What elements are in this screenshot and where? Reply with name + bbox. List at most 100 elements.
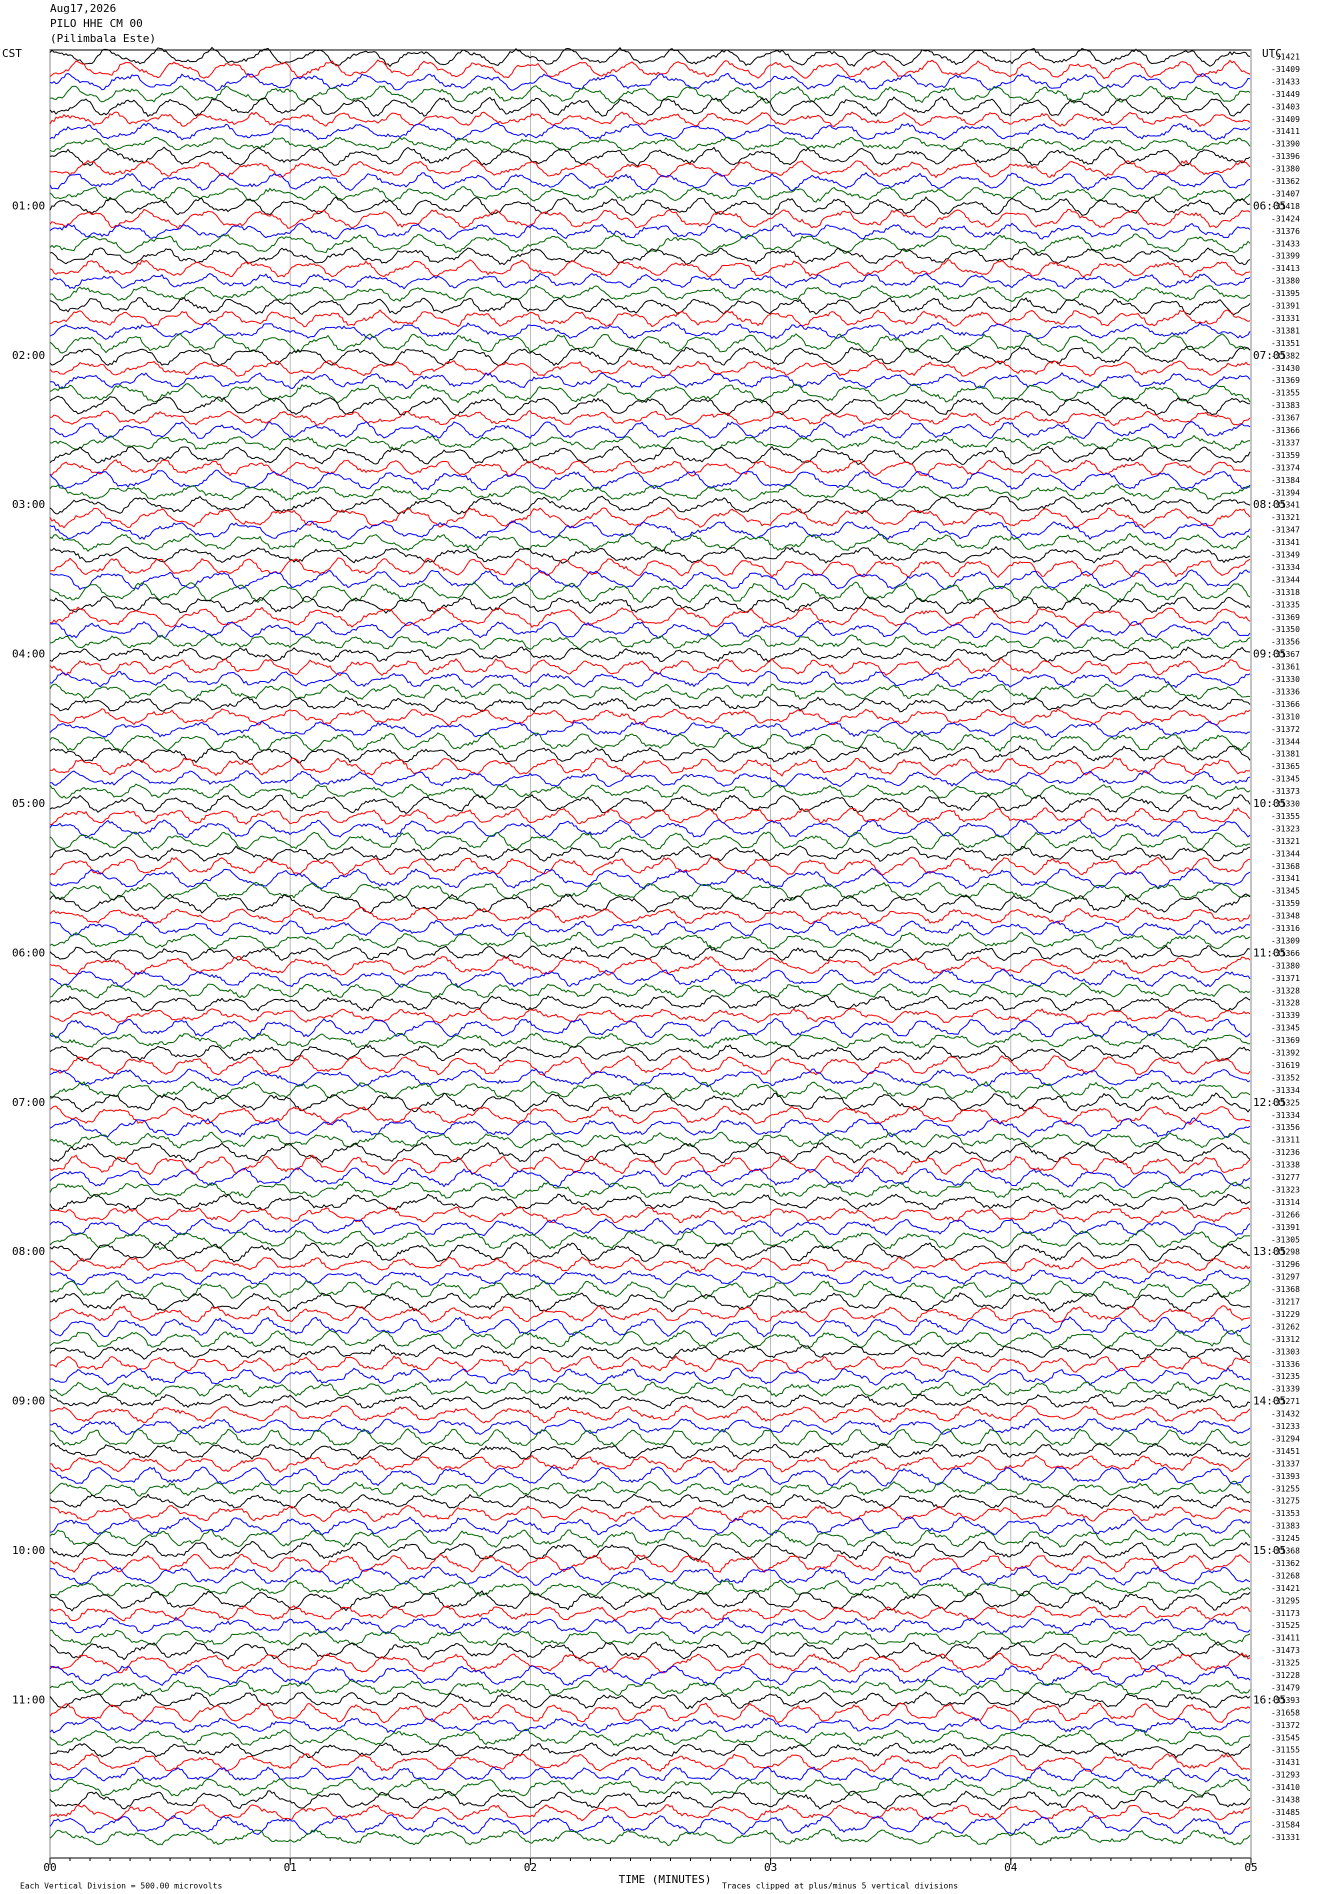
trace-offset: -31328 xyxy=(1271,999,1300,1008)
trace xyxy=(49,272,1251,290)
trace-offset: -31235 xyxy=(1271,1372,1300,1381)
trace xyxy=(49,309,1251,328)
trace xyxy=(49,757,1251,777)
right-hour-label: 11:05 xyxy=(1253,946,1286,959)
trace-offset: -31303 xyxy=(1271,1347,1300,1356)
trace xyxy=(49,831,1251,851)
trace-offset: -31430 xyxy=(1271,364,1300,373)
trace xyxy=(49,372,1251,390)
right-hour-label: 06:05 xyxy=(1253,199,1286,212)
trace xyxy=(49,1590,1251,1612)
trace-offset: -31421 xyxy=(1271,53,1300,62)
trace-offset: -31368 xyxy=(1271,862,1300,871)
trace xyxy=(49,284,1251,303)
trace-offset: -31345 xyxy=(1271,887,1300,896)
trace-offset: -31411 xyxy=(1271,1634,1300,1643)
trace xyxy=(49,1480,1251,1497)
left-hour-label: 09:00 xyxy=(12,1395,45,1408)
trace-offset: -31228 xyxy=(1271,1671,1300,1680)
trace xyxy=(49,484,1251,502)
trace-offset: -31338 xyxy=(1271,1161,1300,1170)
right-hour-label: 13:05 xyxy=(1253,1245,1286,1258)
trace-offset: -31409 xyxy=(1271,115,1300,124)
trace xyxy=(49,595,1251,615)
trace-offset: -31314 xyxy=(1271,1198,1300,1207)
x-axis-label: TIME (MINUTES) xyxy=(619,1873,712,1886)
trace-offset: -31356 xyxy=(1271,638,1300,647)
trace xyxy=(49,1691,1251,1710)
trace-offset: -31369 xyxy=(1271,376,1300,385)
trace xyxy=(49,1068,1251,1088)
trace xyxy=(49,1316,1251,1338)
trace-offset: -31347 xyxy=(1271,526,1300,535)
trace-offset: -31341 xyxy=(1271,538,1300,547)
trace xyxy=(49,907,1251,925)
trace-offset: -31334 xyxy=(1271,1086,1300,1095)
trace xyxy=(49,1017,1251,1039)
trace-offset: -31394 xyxy=(1271,488,1300,497)
left-hour-label: 11:00 xyxy=(12,1693,45,1706)
trace-offset: -31368 xyxy=(1271,1285,1300,1294)
trace xyxy=(49,1504,1251,1523)
trace-offset: -31233 xyxy=(1271,1422,1300,1431)
trace xyxy=(49,1454,1251,1474)
trace-offset: -31345 xyxy=(1271,1024,1300,1033)
right-hour-label: 14:05 xyxy=(1253,1395,1286,1408)
trace-offset: -31374 xyxy=(1271,463,1300,472)
trace-offset: -31619 xyxy=(1271,1061,1300,1070)
trace-offset: -31479 xyxy=(1271,1683,1300,1692)
trace xyxy=(49,783,1251,800)
trace xyxy=(49,1565,1251,1587)
trace-offset: -31356 xyxy=(1271,1123,1300,1132)
trace-offset: -31658 xyxy=(1271,1708,1300,1717)
trace-offset: -31381 xyxy=(1271,750,1300,759)
trace-offset: -31431 xyxy=(1271,1758,1300,1767)
trace xyxy=(49,1540,1251,1561)
left-hour-label: 04:00 xyxy=(12,648,45,661)
x-tick-label: 01 xyxy=(284,1861,297,1874)
trace-offset: -31266 xyxy=(1271,1210,1300,1219)
trace xyxy=(49,72,1251,92)
left-hour-label: 05:00 xyxy=(12,797,45,810)
trace-offset: -31297 xyxy=(1271,1273,1300,1282)
trace xyxy=(49,657,1251,677)
trace xyxy=(49,1404,1251,1424)
trace-offset: -31173 xyxy=(1271,1609,1300,1618)
trace-offset: -31393 xyxy=(1271,1696,1300,1705)
trace xyxy=(49,495,1251,515)
trace xyxy=(49,1343,1251,1360)
trace xyxy=(49,1007,1251,1024)
trace xyxy=(49,982,1251,999)
trace-offset: -31312 xyxy=(1271,1335,1300,1344)
trace-offset: -31365 xyxy=(1271,762,1300,771)
left-hour-label: 01:00 xyxy=(12,199,45,212)
trace-offset: -31421 xyxy=(1271,1584,1300,1593)
trace xyxy=(49,233,1251,254)
trace xyxy=(49,1193,1251,1211)
trace xyxy=(49,395,1251,417)
trace-offset: -31449 xyxy=(1271,90,1300,99)
trace-offset: -31381 xyxy=(1271,326,1300,335)
trace-offset: -31432 xyxy=(1271,1410,1300,1419)
trace xyxy=(49,1702,1251,1724)
trace-offset: -31410 xyxy=(1271,1783,1300,1792)
trace-offset: -31321 xyxy=(1271,513,1300,522)
trace xyxy=(49,968,1251,988)
trace-offset: -31451 xyxy=(1271,1447,1300,1456)
trace-offset: -31371 xyxy=(1271,974,1300,983)
trace-offset: -31341 xyxy=(1271,874,1300,883)
trace xyxy=(49,1790,1251,1811)
trace xyxy=(49,1716,1251,1734)
trace xyxy=(49,1280,1251,1300)
trace xyxy=(49,533,1251,552)
chart-title: PILO HHE CM 00 xyxy=(50,17,143,30)
trace-offset: -31473 xyxy=(1271,1646,1300,1655)
trace xyxy=(50,696,1251,713)
trace xyxy=(49,1380,1251,1398)
trace xyxy=(49,519,1251,541)
trace xyxy=(49,1032,1251,1050)
trace-offset: -31359 xyxy=(1271,899,1300,908)
trace-offset: -31384 xyxy=(1271,476,1300,485)
trace xyxy=(49,196,1251,216)
left-timezone: CST xyxy=(2,47,22,60)
